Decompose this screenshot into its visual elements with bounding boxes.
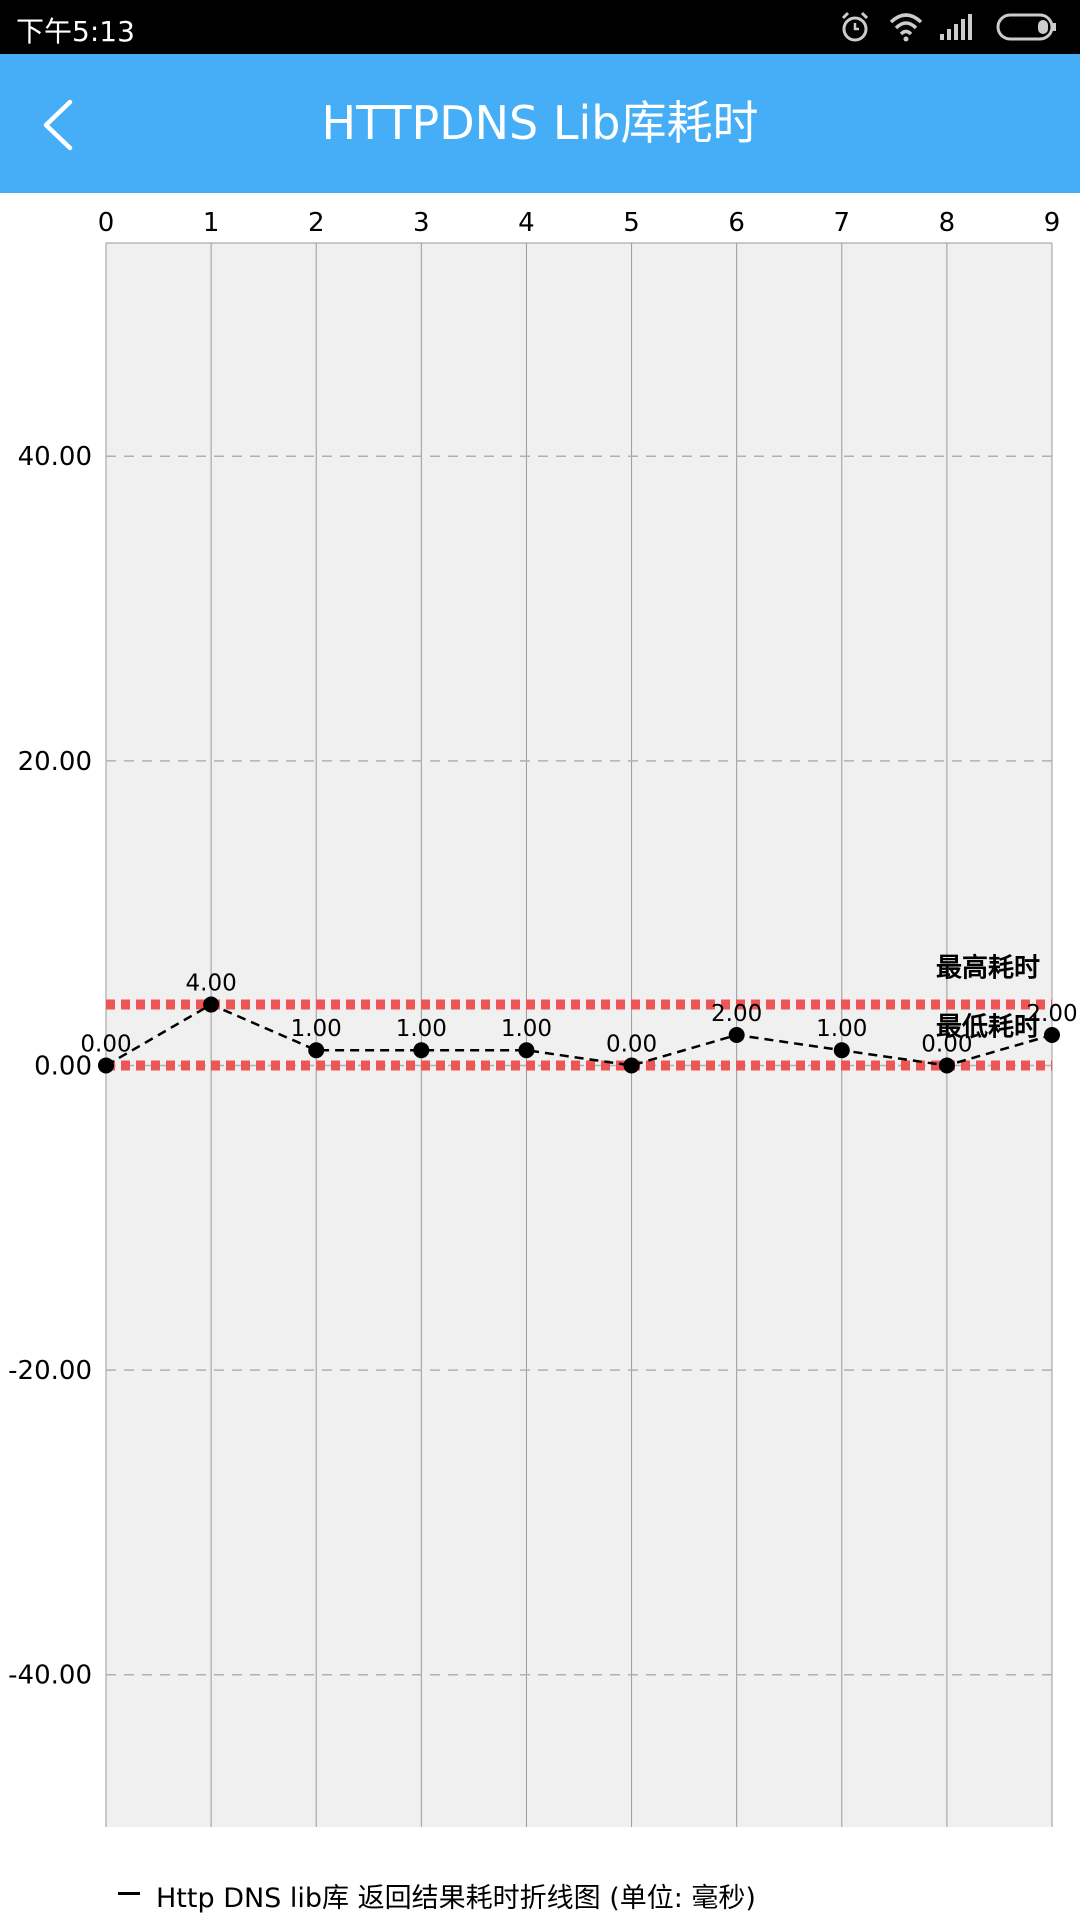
- data-label: 4.00: [186, 971, 237, 997]
- data-point: [623, 1057, 640, 1074]
- data-point: [518, 1042, 535, 1059]
- x-tick-label: 6: [728, 208, 745, 238]
- x-tick-label: 3: [413, 208, 430, 238]
- data-label: 2.00: [711, 1001, 762, 1027]
- status-time: 下午5:13: [16, 15, 135, 48]
- data-point: [833, 1042, 850, 1059]
- data-label: 0.00: [80, 1031, 131, 1057]
- page-title: HTTPDNS Lib库耗时: [321, 96, 759, 150]
- x-tick-label: 5: [623, 208, 640, 238]
- y-tick-label: -40.00: [8, 1661, 92, 1691]
- data-point: [308, 1042, 325, 1059]
- data-point: [938, 1057, 955, 1074]
- legend-line-swatch: [118, 1892, 140, 1895]
- line-chart[interactable]: 0 1 2 3 4 5 6 7 8 9 40.00 20.00 0.00 -20.00 -40.00 最高耗时…: [0, 193, 1080, 1873]
- data-point: [1044, 1027, 1060, 1043]
- chevron-left-icon: [43, 99, 73, 151]
- limit-line-label: 最低耗时: [936, 1012, 1040, 1042]
- x-tick-label: 2: [308, 208, 325, 238]
- plot-area: [106, 243, 1052, 1827]
- app-bar: HTTPDNS Lib库耗时: [0, 54, 1080, 193]
- data-label: 1.00: [816, 1016, 867, 1042]
- data-label: 2.00: [1026, 1001, 1077, 1027]
- data-label: 0.00: [606, 1031, 657, 1057]
- y-tick-label: 0.00: [34, 1051, 92, 1081]
- data-label: 0.00: [921, 1031, 972, 1057]
- y-tick-label: 40.00: [18, 442, 92, 472]
- y-tick-label: -20.00: [8, 1356, 92, 1386]
- x-tick-label: 9: [1044, 208, 1061, 238]
- x-tick-label: 1: [203, 208, 220, 238]
- chart-container: 0 1 2 3 4 5 6 7 8 9 40.00 20.00 0.00 -20.00 -40.00 最高耗时…: [0, 193, 1080, 1920]
- battery-icon: [996, 13, 1056, 41]
- series-line: [105, 1003, 1053, 1067]
- data-label: 1.00: [291, 1016, 342, 1042]
- x-tick-label: 0: [98, 208, 115, 238]
- signal-icon: [940, 14, 972, 40]
- x-tick-label: 4: [518, 208, 535, 238]
- y-tick-label: 20.00: [18, 747, 92, 777]
- legend-label: Http DNS lib库 返回结果耗时折线图 (单位: 毫秒): [156, 1883, 756, 1914]
- data-point: [728, 1027, 745, 1043]
- x-tick-label: 7: [834, 208, 851, 238]
- alarm-icon: [841, 11, 869, 42]
- back-button[interactable]: [30, 94, 90, 154]
- data-point: [98, 1057, 114, 1074]
- data-point: [413, 1042, 430, 1059]
- limit-line-label: 最高耗时: [936, 953, 1040, 984]
- data-point: [203, 996, 220, 1013]
- chart-legend: Http DNS lib库 返回结果耗时折线图 (单位: 毫秒): [118, 1876, 756, 1914]
- wifi-icon: [889, 13, 923, 42]
- data-label: 1.00: [396, 1016, 447, 1042]
- x-tick-label: 8: [939, 208, 956, 238]
- data-label: 1.00: [501, 1016, 552, 1042]
- status-bar: 下午5:13: [0, 0, 1080, 54]
